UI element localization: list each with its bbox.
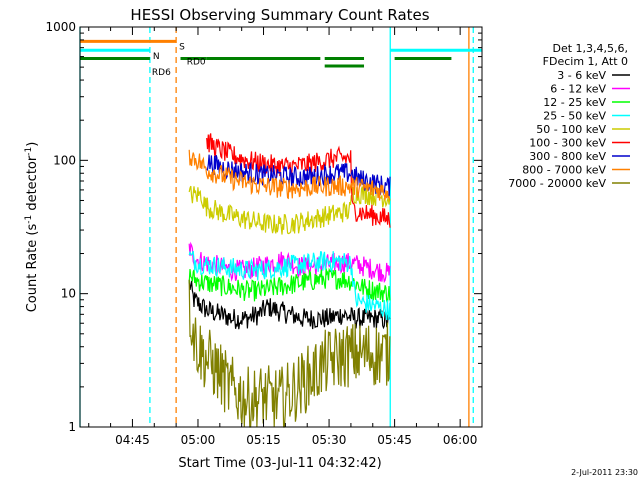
x-tick-label-5: 06:00 xyxy=(443,433,478,447)
x-tick-label-3: 05:30 xyxy=(312,433,347,447)
flag-label-s: S xyxy=(179,42,185,52)
legend-label-3: 25 - 50 keV xyxy=(543,110,606,123)
flag-label-n: N xyxy=(153,52,160,62)
plot-frame xyxy=(79,26,483,428)
legend-label-8: 7000 - 20000 keV xyxy=(508,177,606,190)
x-axis-ticks: 04:45 05:00 05:15 05:30 05:45 06:00 xyxy=(88,27,478,447)
series-line-6 xyxy=(206,154,391,197)
x-tick-label-0: 04:45 xyxy=(115,433,150,447)
y-axis-label: Count Rate (s-1 detector-1) xyxy=(24,142,40,313)
y-tick-label-3: 1000 xyxy=(45,20,76,34)
legend-label-6: 300 - 800 keV xyxy=(529,150,606,163)
legend-header-line-1: Det 1,3,4,5,6, xyxy=(552,42,628,55)
legend-label-7: 800 - 7000 keV xyxy=(522,164,606,177)
flag-label-rd0: RD0 xyxy=(187,58,206,68)
legend-header-line-2: FDecim 1, Att 0 xyxy=(543,55,628,68)
timestamp: 2-Jul-2011 23:30 xyxy=(571,468,638,477)
x-tick-label-4: 05:45 xyxy=(377,433,412,447)
legend-label-2: 12 - 25 keV xyxy=(543,96,606,109)
series-line-5 xyxy=(206,133,391,228)
y-tick-label-2: 100 xyxy=(53,153,76,167)
chart-title: HESSI Observing Summary Count Rates xyxy=(130,6,429,24)
y-tick-label-0: 1 xyxy=(68,420,76,434)
legend-label-5: 100 - 300 keV xyxy=(529,137,606,150)
legend-label-0: 3 - 6 keV xyxy=(557,69,606,82)
series-line-0 xyxy=(188,279,391,330)
legend: Det 1,3,4,5,6, FDecim 1, Att 0 3 - 6 keV… xyxy=(508,42,630,190)
series-line-3 xyxy=(188,250,391,321)
y-axis-ticks: 1 10 100 1000 xyxy=(45,20,482,434)
legend-label-4: 50 - 100 keV xyxy=(536,123,606,136)
series-line-8 xyxy=(188,279,391,428)
series-lines xyxy=(188,133,391,428)
flag-label-rd6: RD6 xyxy=(152,68,171,78)
series-line-4 xyxy=(188,185,391,235)
series-line-2 xyxy=(188,267,391,303)
legend-label-1: 6 - 12 keV xyxy=(550,83,606,96)
y-tick-label-1: 10 xyxy=(61,287,76,301)
series-line-7 xyxy=(188,149,391,201)
x-tick-label-2: 05:15 xyxy=(246,433,281,447)
x-axis-label: Start Time (03-Jul-11 04:32:42) xyxy=(178,456,381,471)
x-tick-label-1: 05:00 xyxy=(181,433,216,447)
flag-bars: S N RD6 RD0 xyxy=(80,39,482,78)
